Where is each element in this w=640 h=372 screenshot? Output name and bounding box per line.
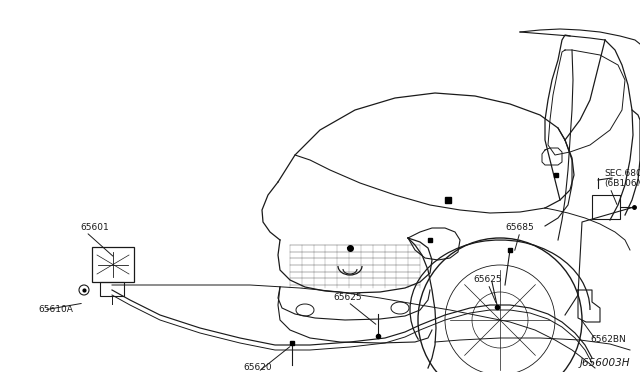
Text: 6562BN: 6562BN [590, 336, 626, 344]
Text: 65601: 65601 [80, 223, 109, 232]
Text: SEC.680
(6B106M): SEC.680 (6B106M) [604, 169, 640, 188]
Text: 65625: 65625 [474, 275, 502, 284]
Bar [92, 247, 134, 282]
Text: 65610A: 65610A [38, 305, 73, 314]
Text: 65625: 65625 [333, 293, 362, 302]
Bar [100, 282, 124, 296]
Circle shape [79, 285, 89, 295]
Bar [592, 195, 620, 219]
Text: 65620: 65620 [244, 363, 272, 372]
Text: 65685: 65685 [506, 223, 534, 232]
Text: J656003H: J656003H [579, 358, 630, 368]
